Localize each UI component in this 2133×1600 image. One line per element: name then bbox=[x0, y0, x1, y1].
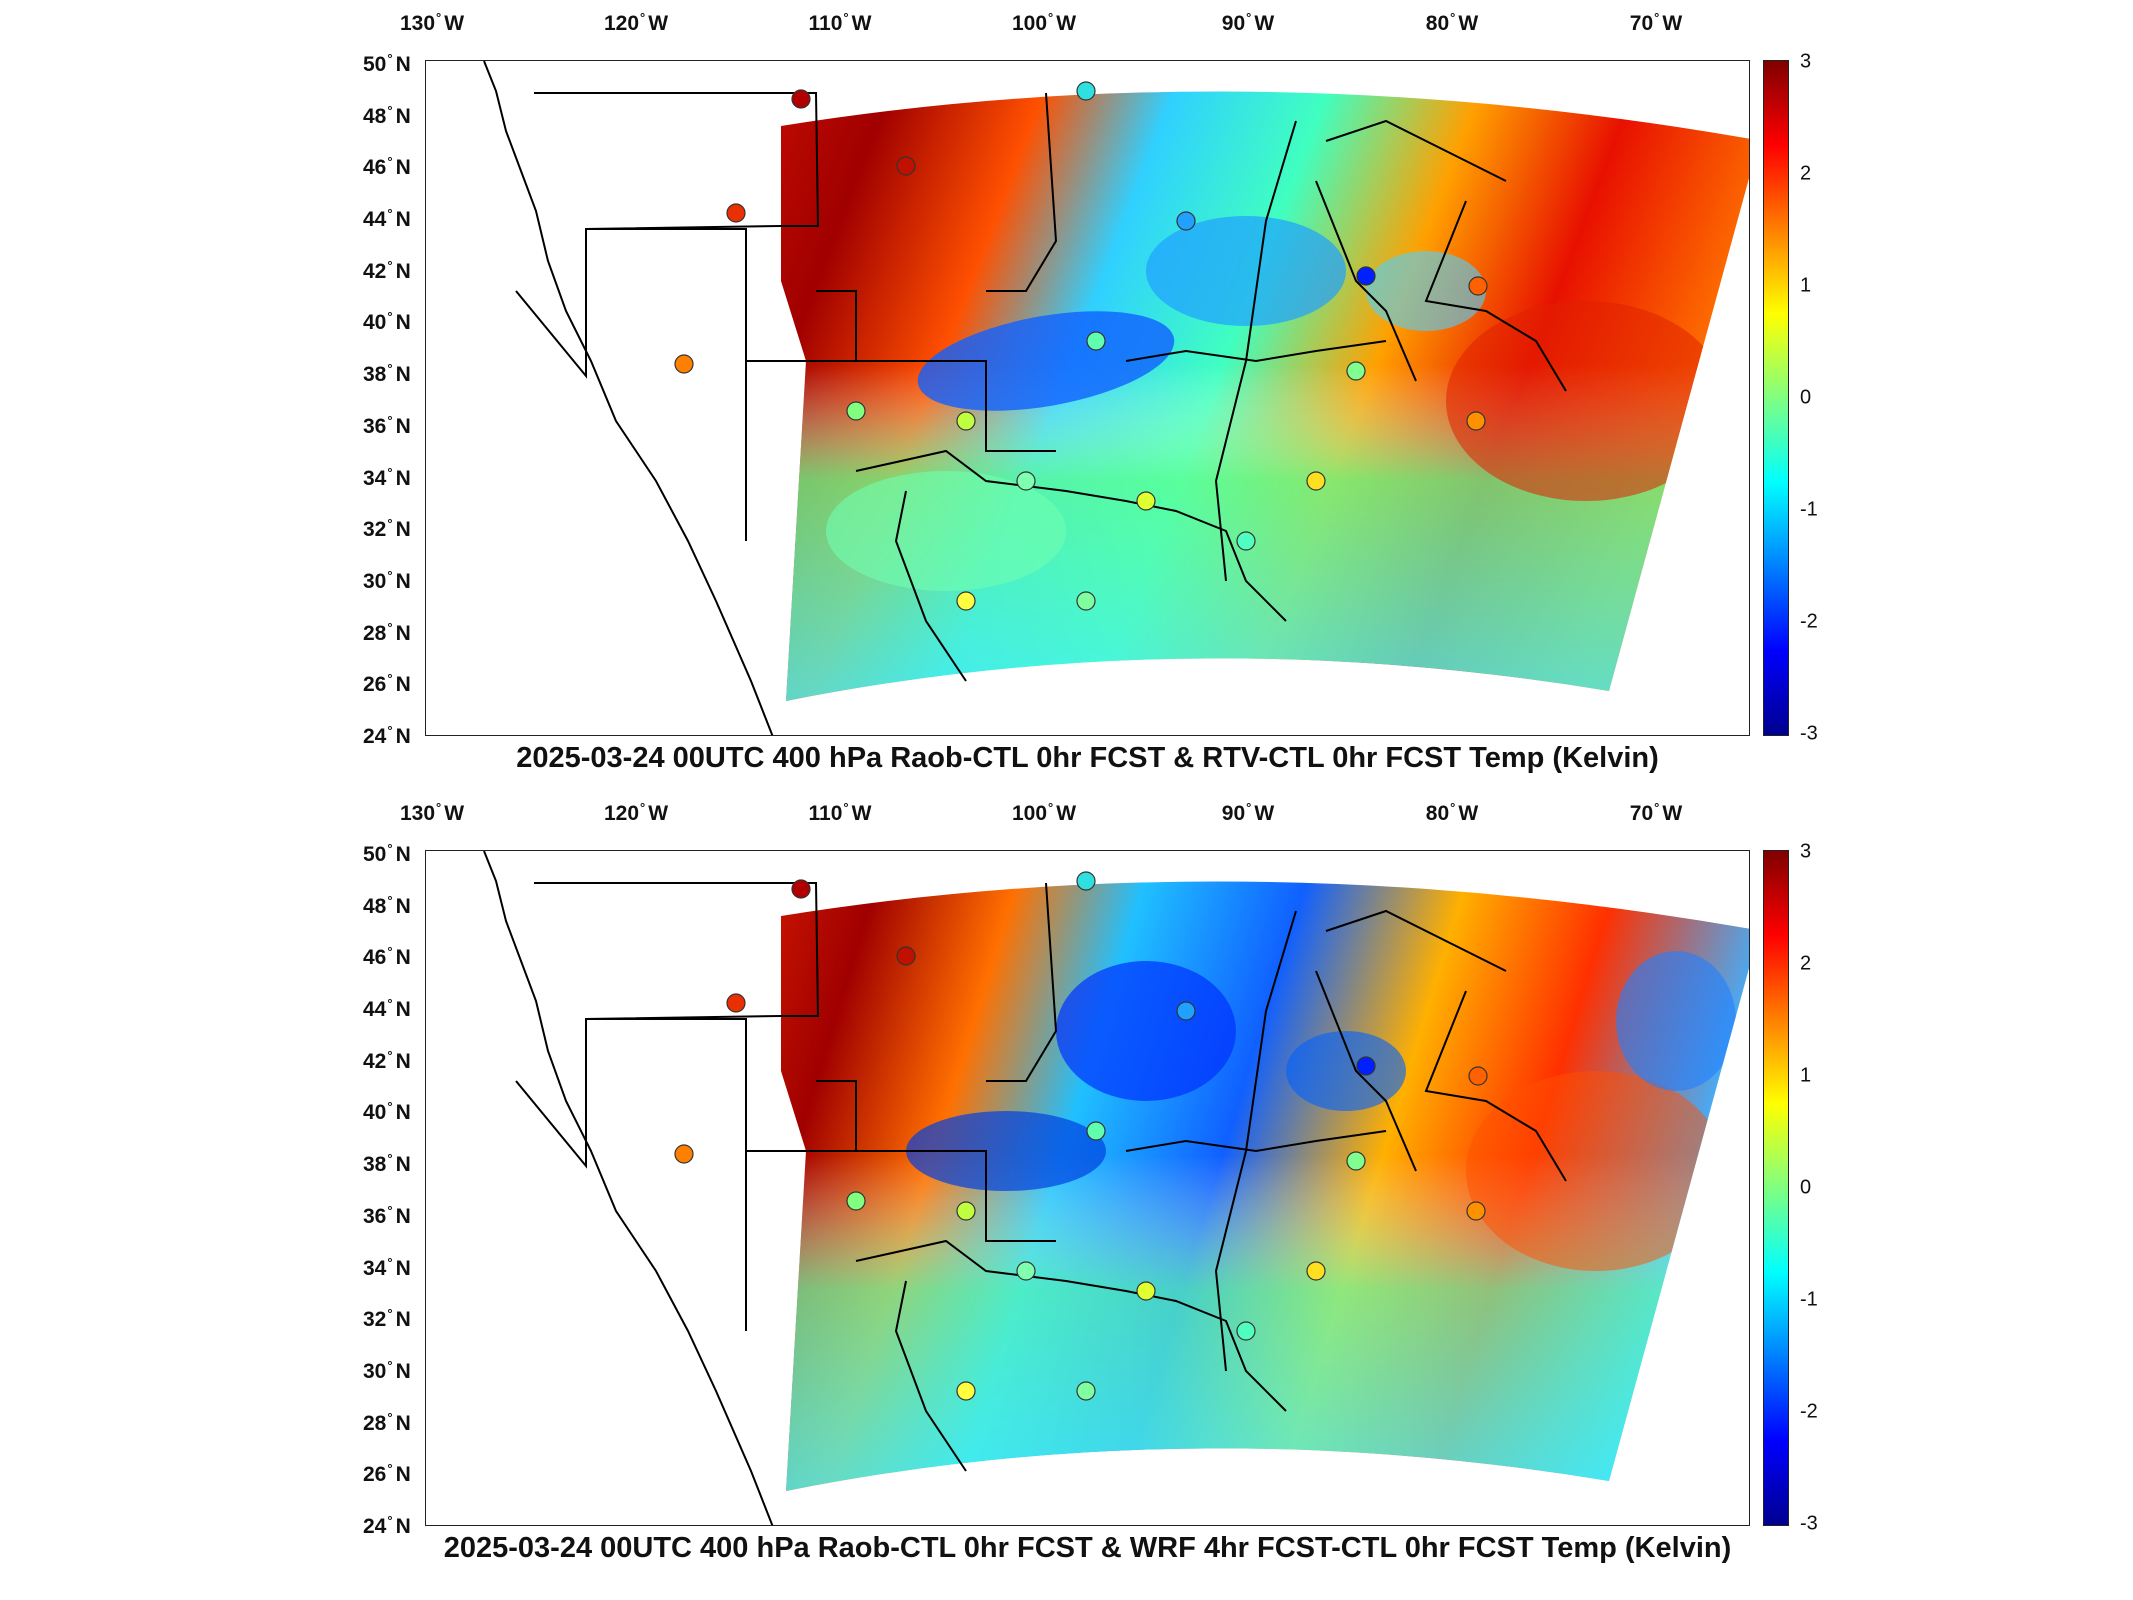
longitude-tick-label: 130° W bbox=[399, 10, 465, 35]
latitude-tick-label: 30° N bbox=[363, 1357, 411, 1383]
latitude-tick-label: 32° N bbox=[363, 516, 411, 542]
latitude-tick-label: 28° N bbox=[363, 1409, 411, 1435]
colorbar-tick: 2 bbox=[1800, 952, 1812, 975]
latitude-tick-label: 24° N bbox=[363, 723, 411, 748]
colorbar-tick: 1 bbox=[1800, 274, 1812, 297]
latitude-tick-label: 40° N bbox=[363, 309, 411, 335]
longitude-tick-label: 120° W bbox=[603, 10, 669, 35]
latitude-tick-label: 44° N bbox=[363, 996, 411, 1022]
latitude-tick-label: 26° N bbox=[363, 671, 411, 697]
longitude-tick-label: 90° W bbox=[1221, 10, 1275, 35]
latitude-tick-label: 42° N bbox=[363, 257, 411, 283]
latitude-tick-label: 48° N bbox=[363, 892, 411, 918]
map-plot-area bbox=[425, 850, 1750, 1526]
latitude-tick-label: 28° N bbox=[363, 619, 411, 645]
latitude-tick-label: 42° N bbox=[363, 1047, 411, 1073]
map-panel-bottom: 130° W 120° W 110° W 100° W 90° W 80° W 70° W 50° N 48°… bbox=[0, 790, 2133, 1580]
colorbar-tick: 3 bbox=[1800, 50, 1812, 73]
colorbar-tick: -3 bbox=[1800, 1512, 1818, 1535]
colorbar-tick: -2 bbox=[1800, 1400, 1818, 1423]
latitude-tick-label: 26° N bbox=[363, 1461, 411, 1487]
colorbar-tick: 3 bbox=[1800, 840, 1812, 863]
temperature-difference-map bbox=[483, 851, 1749, 1525]
latitude-tick-label: 44° N bbox=[363, 206, 411, 232]
colorbar-tick: -1 bbox=[1800, 498, 1818, 521]
latitude-tick-label: 38° N bbox=[363, 1151, 411, 1177]
longitude-tick-label: 130° W bbox=[399, 800, 465, 825]
latitude-tick-label: 34° N bbox=[363, 1254, 411, 1280]
longitude-tick-label: 70° W bbox=[1629, 800, 1683, 825]
longitude-tick-label: 70° W bbox=[1629, 10, 1683, 35]
longitude-tick-label: 110° W bbox=[808, 10, 872, 35]
panel-title: 2025-03-24 00UTC 400 hPa Raob-CTL 0hr FC… bbox=[443, 1532, 1732, 1564]
latitude-tick-label: 36° N bbox=[363, 1202, 411, 1228]
colorbar-tick: 2 bbox=[1800, 162, 1812, 185]
latitude-tick-label: 50° N bbox=[363, 51, 411, 76]
colorbar-tick: 1 bbox=[1800, 1064, 1812, 1087]
latitude-tick-label: 32° N bbox=[363, 1306, 411, 1332]
colorbar-tick: -1 bbox=[1800, 1288, 1818, 1311]
longitude-tick-label: 100° W bbox=[1011, 10, 1077, 35]
latitude-tick-label: 36° N bbox=[363, 412, 411, 438]
latitude-tick-label: 24° N bbox=[363, 1513, 411, 1538]
longitude-tick-label: 100° W bbox=[1011, 800, 1077, 825]
colorbar-tick: 0 bbox=[1800, 386, 1812, 409]
colorbar-tick: 0 bbox=[1800, 1176, 1812, 1199]
map-plot-area bbox=[425, 60, 1750, 736]
latitude-tick-label: 34° N bbox=[363, 464, 411, 490]
latitude-tick-label: 30° N bbox=[363, 567, 411, 593]
longitude-tick-label: 80° W bbox=[1425, 800, 1479, 825]
colorbar-tick: -3 bbox=[1800, 722, 1818, 745]
latitude-tick-label: 40° N bbox=[363, 1099, 411, 1125]
longitude-tick-label: 120° W bbox=[603, 800, 669, 825]
longitude-tick-label: 110° W bbox=[808, 800, 872, 825]
colorbar bbox=[1763, 850, 1789, 1526]
panel-title: 2025-03-24 00UTC 400 hPa Raob-CTL 0hr FC… bbox=[516, 742, 1659, 774]
colorbar bbox=[1763, 60, 1789, 736]
latitude-tick-label: 48° N bbox=[363, 102, 411, 128]
longitude-tick-label: 80° W bbox=[1425, 10, 1479, 35]
colorbar-tick: -2 bbox=[1800, 610, 1818, 633]
latitude-tick-label: 46° N bbox=[363, 154, 411, 180]
map-panel-top: 130° W 120° W 110° W 100° W 90° W 80° W 70° W 50° N 48°… bbox=[0, 0, 2133, 790]
latitude-tick-label: 38° N bbox=[363, 361, 411, 387]
longitude-tick-label: 90° W bbox=[1221, 800, 1275, 825]
latitude-tick-label: 46° N bbox=[363, 944, 411, 970]
latitude-tick-label: 50° N bbox=[363, 841, 411, 866]
temperature-difference-map bbox=[483, 61, 1749, 735]
